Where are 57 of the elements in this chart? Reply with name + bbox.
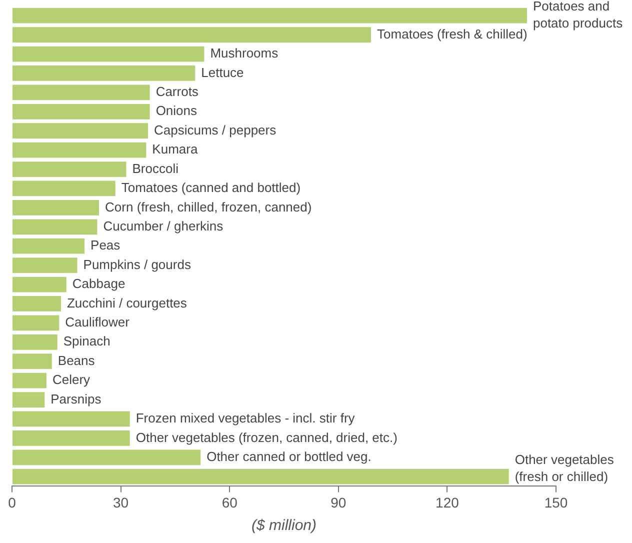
y-tick-label: Onions <box>156 103 198 118</box>
y-tick-label: Other vegetables (frozen, canned, dried, etc.) <box>136 430 398 445</box>
x-tick-label: 120 <box>436 494 460 510</box>
bar <box>12 238 85 254</box>
y-tick-label: Peas <box>90 238 121 253</box>
y-tick-label: Spinach <box>63 334 110 349</box>
x-axis-title: ($ million) <box>251 517 317 534</box>
y-tick-label: Corn (fresh, chilled, frozen, canned) <box>105 199 312 214</box>
x-tick-label: 60 <box>222 494 238 510</box>
bar <box>12 450 201 466</box>
bar <box>12 104 150 120</box>
bar <box>12 258 78 273</box>
y-tick-label: Capsicums / peppers <box>154 122 277 138</box>
y-tick-label: Kumara <box>152 142 198 157</box>
bar <box>12 354 52 370</box>
y-tick-label: Lettuce <box>201 64 244 80</box>
bar <box>12 334 58 350</box>
bar <box>12 200 100 216</box>
y-tick-label: Beans <box>58 352 96 368</box>
bar <box>12 84 150 100</box>
y-tick-label: Zucchini / courgettes <box>66 295 188 310</box>
bar <box>12 430 130 446</box>
y-tick-label: Celery <box>52 372 91 388</box>
y-tick-label: Cauliflower <box>65 314 130 330</box>
y-tick-label: Other canned or bottled veg. <box>206 448 372 464</box>
y-tick-label: Carrots <box>156 84 199 100</box>
bar <box>12 180 116 196</box>
y-tick-label: Other vegetables (fresh or chilled) <box>514 452 614 484</box>
bar <box>12 8 527 24</box>
y-tick-label: Pumpkins / gourds <box>83 256 192 272</box>
y-tick-label: Frozen mixed vegetables - incl. stir fry <box>136 410 356 426</box>
y-tick-label: Potatoes and potato products <box>532 0 624 31</box>
y-tick-label: Cucumber / gherkins <box>103 218 224 234</box>
bar <box>12 162 126 177</box>
y-tick-label: Parsnips <box>50 391 102 406</box>
x-tick-label: 90 <box>330 494 346 510</box>
bar <box>12 219 98 235</box>
y-tick-label: Tomatoes (fresh & chilled) <box>377 26 528 42</box>
y-tick-label: Tomatoes (canned and bottled) <box>121 180 301 196</box>
y-tick-label: Cabbage <box>72 276 126 292</box>
bar <box>12 142 146 158</box>
bar <box>12 46 204 62</box>
bar <box>12 296 61 312</box>
bar <box>12 276 66 292</box>
y-tick-label: Mushrooms <box>210 46 279 61</box>
bar <box>12 372 46 388</box>
bar <box>12 392 45 408</box>
y-tick-label: Broccoli <box>132 160 179 176</box>
bar <box>12 27 372 42</box>
bar <box>12 411 130 427</box>
bar <box>12 123 148 139</box>
bar <box>12 315 60 331</box>
x-tick-label: 150 <box>544 494 568 510</box>
bar <box>12 66 196 81</box>
bar <box>12 468 509 484</box>
x-tick-label: 0 <box>8 494 16 510</box>
x-tick-label: 30 <box>113 494 129 510</box>
